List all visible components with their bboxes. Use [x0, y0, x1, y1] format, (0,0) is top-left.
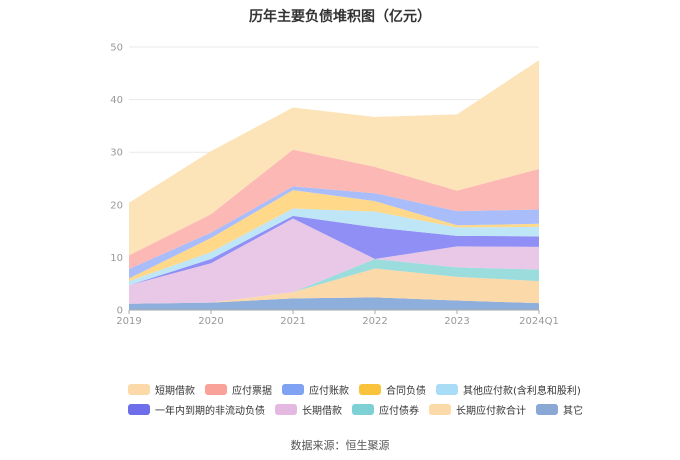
y-tick-label: 10	[110, 253, 123, 264]
legend-label: 长期借款	[302, 405, 342, 417]
y-tick-label: 40	[110, 95, 123, 106]
x-tick-label: 2021	[280, 316, 305, 327]
data-source-note: 数据来源：恒生聚源	[290, 439, 390, 452]
x-tick-label: 2020	[198, 316, 223, 327]
legend-swatch	[205, 383, 227, 395]
area-应付债券	[129, 258, 539, 304]
area-短期借款	[129, 60, 539, 256]
legend-label: 其他应付款(含利息和股利)	[463, 385, 581, 397]
legend-swatch	[128, 383, 150, 395]
chart-title: 历年主要负债堆积图（亿元）	[249, 9, 431, 25]
area-其他应付款(含利息和股利)	[129, 208, 539, 286]
x-tick-label: 2022	[362, 316, 387, 327]
y-tick-label: 30	[110, 148, 123, 159]
legend-item[interactable]: 一年内到期的非流动负债	[128, 402, 265, 417]
legend-item[interactable]: 其它	[536, 402, 583, 417]
legend-item[interactable]: 长期借款	[275, 402, 342, 417]
x-tick-label: 2019	[116, 316, 141, 327]
stacked-area-chart: 0 10 20 30 40 50 2019 2020 2021 2022 2023 2024Q1	[110, 43, 559, 328]
legend-item[interactable]: 合同负债	[359, 382, 426, 397]
legend-item[interactable]: 长期应付款合计	[429, 402, 526, 417]
legend-label: 长期应付款合计	[456, 405, 526, 417]
area-长期应付款合计	[129, 268, 539, 304]
area-合同负债	[129, 190, 539, 282]
legend-label: 其它	[563, 405, 583, 417]
area-应付账款	[129, 186, 539, 279]
area-应付票据	[129, 149, 539, 269]
legend-label: 应付账款	[309, 385, 349, 397]
legend-item[interactable]: 应付债券	[352, 402, 419, 417]
legend-label: 应付票据	[232, 385, 272, 397]
legend-label: 一年内到期的非流动负债	[155, 405, 265, 417]
y-tick-label: 20	[110, 200, 123, 211]
area-series	[129, 60, 539, 310]
x-tick-label: 2024Q1	[519, 316, 559, 327]
legend-item[interactable]: 短期借款	[128, 382, 195, 397]
legend-item[interactable]: 其他应付款(含利息和股利)	[436, 382, 581, 397]
axes: 0 10 20 30 40 50 2019 2020 2021 2022 2023 2024Q1	[110, 43, 559, 328]
legend-swatch	[429, 403, 451, 415]
y-tick-label: 0	[117, 306, 123, 317]
legend-swatch	[359, 383, 381, 395]
legend-swatch	[536, 403, 558, 415]
legend-label: 短期借款	[155, 385, 195, 397]
legend-item[interactable]: 应付账款	[282, 382, 349, 397]
x-tick-label: 2023	[444, 316, 469, 327]
legend-label: 合同负债	[386, 385, 426, 397]
legend-swatch	[275, 403, 297, 415]
legend-swatch	[352, 403, 374, 415]
y-tick-label: 50	[110, 43, 123, 54]
legend: 短期借款 应付票据 应付账款 合同负债 其他应付款(含利息和股利) 一年内到期的非流动负债…	[128, 379, 588, 419]
area-其它	[129, 297, 539, 310]
legend-row: 短期借款 应付票据 应付账款 合同负债 其他应付款(含利息和股利)	[128, 379, 588, 399]
legend-swatch	[128, 403, 150, 415]
legend-swatch	[436, 383, 458, 395]
legend-swatch	[282, 383, 304, 395]
legend-item[interactable]: 应付票据	[205, 382, 272, 397]
area-长期借款	[129, 218, 539, 304]
legend-label: 应付债券	[379, 405, 419, 417]
area-一年内到期的非流动负债	[129, 215, 539, 286]
legend-row: 一年内到期的非流动负债 长期借款 应付债券 长期应付款合计 其它	[128, 399, 588, 419]
